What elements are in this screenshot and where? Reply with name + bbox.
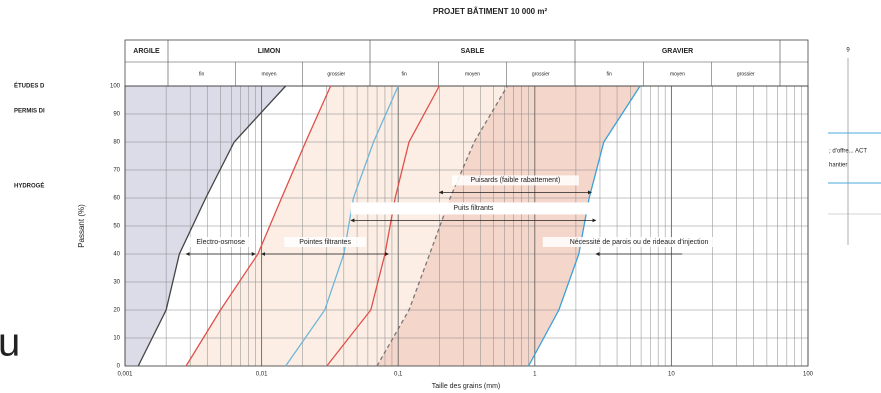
- grain-subclass: grossier: [737, 71, 755, 77]
- y-tick-label: 70: [113, 168, 120, 174]
- panel-text: 9: [846, 48, 850, 54]
- y-tick-label: 50: [113, 224, 120, 230]
- header-frame: [124, 39, 809, 87]
- annotation: Pointes filtrantes: [299, 239, 351, 246]
- label-bg: [188, 237, 254, 247]
- x-tick-label: 0,1: [394, 372, 403, 378]
- annotation: Puisards (faible rabattement): [470, 177, 560, 184]
- curve: [376, 85, 508, 367]
- grain-subclass: fin: [199, 71, 205, 77]
- annotation: Nécessité de parois ou de rideaux d'inje…: [570, 239, 709, 246]
- y-tick-label: 100: [110, 84, 121, 90]
- y-tick-label: 10: [113, 336, 120, 342]
- x-tick-label: 10: [668, 372, 675, 378]
- y-tick-label: 90: [113, 112, 120, 118]
- side-text: HYDROGÉ: [14, 182, 44, 190]
- x-tick-label: 0,001: [117, 372, 133, 378]
- x-tick-label: 0,01: [256, 372, 268, 378]
- y-tick-label: 60: [113, 196, 120, 202]
- annotation: Electro-osmose: [196, 239, 245, 246]
- y-tick-label: 20: [113, 308, 120, 314]
- label-bg: [284, 237, 366, 247]
- grain-subclass: fin: [607, 71, 613, 77]
- annotation: Puits filtrants: [453, 205, 494, 212]
- grain-class: SABLE: [461, 48, 485, 55]
- label-bg: [451, 175, 579, 186]
- curve: [185, 85, 332, 367]
- curve: [326, 85, 440, 367]
- grain-subclass: grossier: [327, 71, 345, 77]
- grain-subclass: grossier: [532, 71, 550, 77]
- grain-subclass: moyen: [465, 71, 480, 77]
- x-tick-label: 1: [533, 372, 537, 378]
- grain-class: LIMON: [258, 48, 281, 55]
- y-tick-label: 30: [113, 280, 120, 286]
- x-axis-label: Taille des grains (mm): [432, 383, 500, 390]
- chart-title: PROJET BÂTIMENT 10 000 m²: [433, 7, 548, 16]
- panel-text: hantier: [829, 163, 847, 169]
- side-text: PERMIS DI: [14, 109, 45, 115]
- y-tick-label: 40: [113, 252, 120, 258]
- label-bg: [438, 203, 509, 214]
- curve: [137, 85, 287, 367]
- side-text: u: [0, 321, 20, 365]
- grain-subclass: moyen: [261, 71, 276, 77]
- y-axis-label: Passant (%): [77, 204, 86, 248]
- label-bg: [542, 237, 736, 247]
- x-tick-label: 100: [803, 372, 814, 378]
- right-panel: 9 ; d'offre... ACT hantier: [828, 48, 881, 245]
- y-tick-label: 80: [113, 140, 120, 146]
- area-fill: [125, 86, 286, 366]
- panel-text: ; d'offre... ACT: [829, 149, 867, 155]
- curve: [527, 85, 641, 367]
- curve: [285, 85, 399, 367]
- grain-subclass: moyen: [670, 71, 685, 77]
- grain-class: ARGILE: [133, 48, 160, 55]
- grain-class: GRAVIER: [662, 48, 693, 55]
- y-tick-label: 0: [117, 364, 121, 370]
- grain-subclass: fin: [402, 71, 408, 77]
- side-text: ÉTUDES D: [14, 82, 45, 90]
